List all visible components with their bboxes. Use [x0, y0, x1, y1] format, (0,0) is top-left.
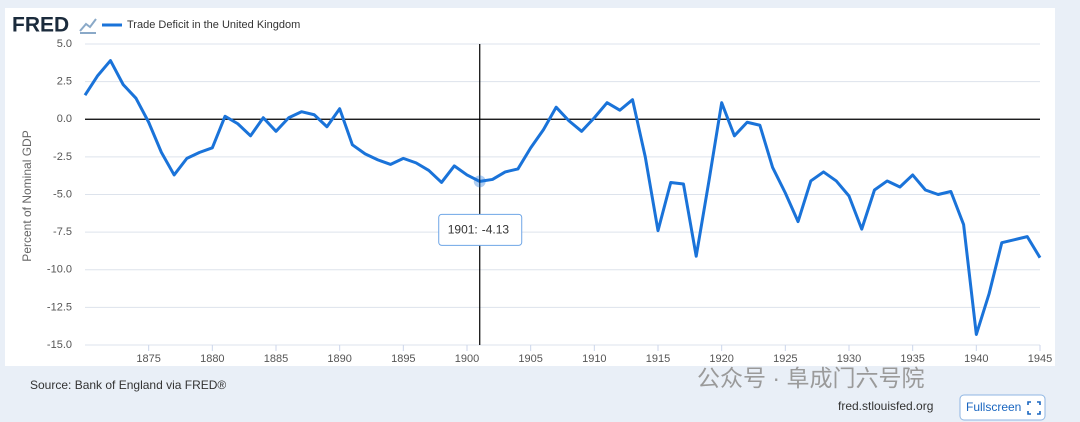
legend-label: Trade Deficit in the United Kingdom — [127, 19, 300, 31]
x-tick-label: 1895 — [391, 353, 415, 365]
y-tick-label: -10.0 — [47, 264, 72, 276]
button-label[interactable]: Fullscreen — [966, 400, 1021, 414]
x-tick-label: 1945 — [1028, 353, 1052, 365]
logo-icon — [79, 18, 97, 34]
y-tick-label: -15.0 — [47, 339, 72, 351]
fullscreen-button[interactable]: Fullscreen — [959, 394, 1046, 421]
logo: FRED — [12, 14, 69, 37]
x-tick-label: 1940 — [964, 353, 988, 365]
source: Source: Bank of England via FRED® — [30, 378, 226, 392]
site-url: fred.stlouisfed.org — [838, 399, 933, 413]
tooltip-label: 1901: — [448, 223, 478, 237]
x-tick-label: 1925 — [773, 353, 797, 365]
watermark: 公众号 · 阜成门六号院 — [697, 365, 924, 391]
x-tick-label: 1935 — [900, 353, 924, 365]
button-icon[interactable] — [1027, 401, 1041, 415]
x-tick-label: 1890 — [327, 353, 351, 365]
x-tick-label: 1930 — [837, 353, 861, 365]
y-axis-label: Percent of Nominal GDP — [20, 130, 34, 261]
y-tick-label: -12.5 — [47, 301, 72, 313]
x-tick-label: 1900 — [455, 353, 479, 365]
x-tick-label: 1910 — [582, 353, 606, 365]
series-line — [83, 59, 1042, 336]
tooltip-box — [438, 213, 523, 246]
x-tick-label: 1905 — [518, 353, 542, 365]
y-tick-label: -2.5 — [53, 151, 72, 163]
x-tick-label: 1885 — [264, 353, 288, 365]
y-tick-label: 5.0 — [57, 38, 72, 50]
x-tick-label: 1920 — [709, 353, 733, 365]
hover-point — [473, 175, 486, 188]
button-frame[interactable] — [959, 394, 1046, 421]
x-tick-label: 1875 — [136, 353, 160, 365]
y-tick-label: 0.0 — [57, 113, 72, 125]
tooltip-value: -4.13 — [482, 223, 510, 237]
x-tick-label: 1880 — [200, 353, 224, 365]
y-tick-label: -7.5 — [53, 226, 72, 238]
plot: 5.0 2.5 0.0 -2.5 -5.0 -7.5 -10.0 -12.5 -15.0 1875… — [47, 38, 1052, 365]
y-tick-label: 2.5 — [57, 76, 72, 88]
y-tick-label: -5.0 — [53, 188, 72, 200]
x-tick-label: 1915 — [646, 353, 670, 365]
